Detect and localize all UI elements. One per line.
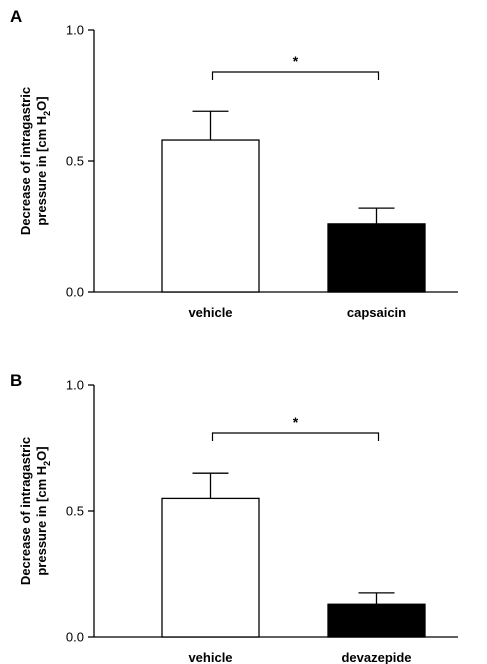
bar-vehicle bbox=[162, 140, 259, 292]
y-tick-label: 0.0 bbox=[66, 630, 84, 645]
y-axis-label-line2: pressure in [cm H bbox=[34, 466, 49, 576]
y-axis-label: Decrease of intragastricpressure in [cm … bbox=[18, 437, 52, 585]
bar-capsaicin bbox=[328, 224, 425, 292]
y-axis-label-line1: Decrease of intragastric bbox=[18, 87, 33, 235]
bar-vehicle bbox=[162, 498, 259, 637]
y-tick-label: 1.0 bbox=[66, 23, 84, 38]
significance-marker: * bbox=[293, 414, 299, 430]
y-tick-label: 0.0 bbox=[66, 285, 84, 300]
significance-bracket bbox=[213, 72, 379, 80]
y-tick-label: 0.5 bbox=[66, 504, 84, 519]
y-axis-label-line1: Decrease of intragastric bbox=[18, 437, 33, 585]
category-label-capsaicin: capsaicin bbox=[347, 305, 406, 320]
chart-panel-b: B 0.0 0.5 1.0 Decrease of intragastricpressu… bbox=[10, 371, 458, 664]
significance-marker: * bbox=[293, 53, 299, 69]
category-label-vehicle: vehicle bbox=[188, 650, 232, 664]
category-label-vehicle: vehicle bbox=[188, 305, 232, 320]
panel-label: A bbox=[10, 7, 22, 26]
category-label-devazepide: devazepide bbox=[341, 650, 411, 664]
panel-label: B bbox=[10, 371, 22, 390]
y-axis-label-line2-end: O] bbox=[34, 446, 49, 460]
y-axis-label-line2-end: O] bbox=[34, 96, 49, 110]
chart-panel-a: A 0.0 0.5 1.0 Decrease of intragastricpressu… bbox=[10, 7, 458, 320]
y-tick-label: 1.0 bbox=[66, 378, 84, 393]
y-tick-label: 0.5 bbox=[66, 154, 84, 169]
y-axis-label-line2: pressure in [cm H bbox=[34, 116, 49, 226]
significance-bracket bbox=[213, 433, 379, 441]
bar-devazepide bbox=[328, 604, 425, 637]
y-axis-label: Decrease of intragastricpressure in [cm … bbox=[18, 87, 52, 235]
